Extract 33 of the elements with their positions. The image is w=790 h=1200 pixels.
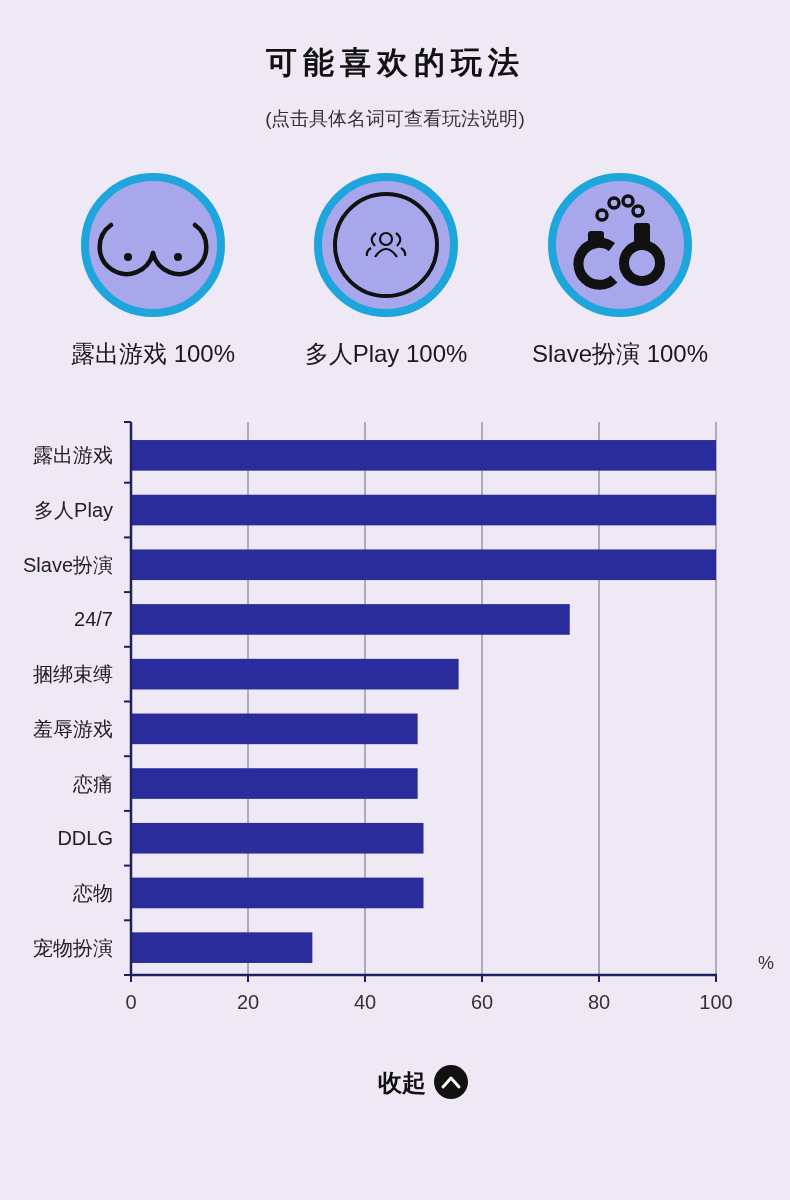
y-tick-label: 露出游戏: [33, 444, 113, 467]
y-tick-label: 恋物: [72, 881, 113, 904]
bar: [131, 549, 716, 581]
y-tick-label: Slave扮演: [22, 553, 113, 576]
x-tick-label: 80: [587, 991, 611, 1013]
x-tick-label: 60: [470, 991, 494, 1013]
bar: [131, 768, 418, 799]
y-tick-label: 多人Play: [34, 499, 113, 522]
chart-title: 可能喜欢的玩法: [264, 45, 525, 80]
text: 收起: [378, 1069, 426, 1096]
bar: [131, 932, 313, 963]
x-tick-label: 100: [699, 991, 733, 1013]
x-tick-label: 20: [236, 991, 260, 1013]
x-axis-title: %: [757, 953, 775, 973]
bar: [131, 440, 716, 471]
bar: [131, 822, 424, 854]
y-tick-label: 24/7: [74, 608, 113, 631]
y-tick-label: 恋痛: [72, 772, 113, 795]
y-tick-label: 宠物扮演: [33, 936, 113, 959]
chart-subtitle: (点击具体名词可查看玩法说明): [265, 108, 525, 129]
text: Slave扮演 100%: [531, 340, 709, 367]
bar: [131, 713, 418, 745]
x-tick-label: 0: [125, 991, 137, 1013]
bar: [131, 494, 716, 526]
y-tick-label: 羞辱游戏: [33, 717, 113, 740]
bar: [131, 604, 570, 635]
bar: [131, 658, 459, 690]
y-tick-label: 捆绑束缚: [33, 663, 113, 686]
y-tick-label: DDLG: [57, 827, 113, 850]
text: 露出游戏 100%: [70, 340, 236, 367]
x-tick-label: 40: [353, 991, 377, 1013]
bar: [131, 877, 424, 909]
text: 多人Play 100%: [304, 340, 468, 367]
